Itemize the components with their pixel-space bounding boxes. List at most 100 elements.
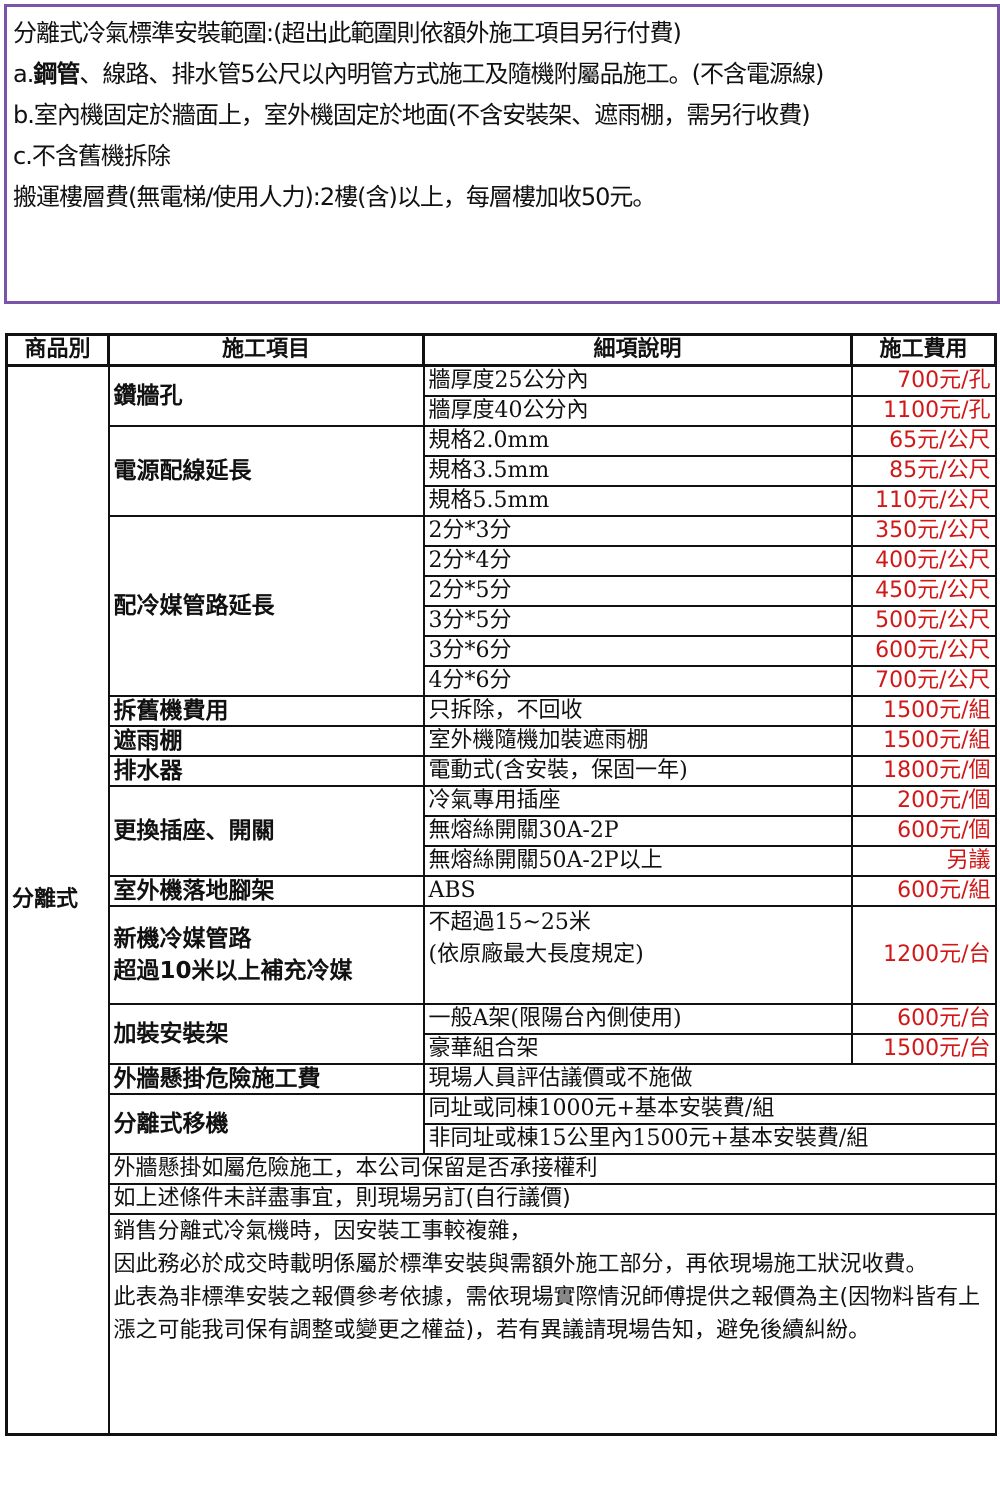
table-row: 電源配線延長 規格2.0mm 65元/公尺 [7, 425, 997, 517]
table-row: 2分*4分 400元/公尺 [7, 545, 997, 577]
note: 外牆懸掛如屬危險施工，本公司保留是否承接權利 [107, 1153, 997, 1185]
price: 350元/公尺 [850, 515, 997, 547]
item-name: 外牆懸掛危險施工費 [107, 1063, 425, 1095]
price: 600元/組 [850, 875, 997, 907]
table-row: 豪華組合架 1500元/台 [7, 1033, 997, 1065]
price: 450元/公尺 [850, 575, 997, 607]
scope-title: 分離式冷氣標準安裝範圍:(超出此範圍則依額外施工項目另行付費) [13, 19, 682, 47]
table-row: 新機冷媒管路 超過10米以上補充冷媒 不超過15~25米 (依原廠最大長度規定) 1… [7, 905, 997, 1005]
detail: 牆厚度25公分內 [422, 364, 853, 397]
item-name: 遮雨棚 [107, 725, 425, 757]
price: 200元/個 [850, 785, 997, 817]
table-row: 外牆懸掛危險施工費 現場人員評估議價或不施做 [7, 1063, 997, 1095]
table-row: 規格5.5mm 110元/公尺 [7, 485, 997, 517]
standard-install-scope: 分離式冷氣標準安裝範圍:(超出此範圍則依額外施工項目另行付費) a.鋼管、線路、… [4, 4, 1000, 304]
detail: 豪華組合架 [422, 1033, 853, 1065]
detail: 電動式(含安裝，保固一年) [422, 755, 853, 787]
detail: 冷氣專用插座 [422, 785, 853, 817]
detail: 室外機隨機加裝遮雨棚 [422, 725, 853, 757]
table-row: 更換插座、開關 冷氣專用插座 200元/個 [7, 785, 997, 877]
scope-item-c: c.不含舊機拆除 [13, 142, 171, 170]
detail: 2分*3分 [422, 515, 853, 547]
price: 600元/公尺 [850, 635, 997, 667]
item-name: 電源配線延長 [107, 425, 425, 517]
item-name: 排水器 [107, 755, 425, 787]
price: 1200元/台 [850, 905, 997, 1005]
price: 700元/公尺 [850, 665, 997, 697]
detail: ABS [422, 875, 853, 907]
price: 600元/個 [850, 815, 997, 847]
price: 110元/公尺 [850, 485, 997, 517]
price: 600元/台 [850, 1003, 997, 1035]
detail: 無熔絲開關30A-2P [422, 815, 853, 847]
table-row: 拆舊機費用 只拆除，不回收 1500元/組 [7, 695, 997, 727]
note: 銷售分離式冷氣機時，因安裝工事較複雜， 因此務必於成交時載明係屬於標準安裝與需額… [107, 1213, 997, 1436]
price: 1500元/組 [850, 725, 997, 757]
detail: 非同址或棟15公里內1500元+基本安裝費/組 [422, 1123, 997, 1155]
table-row: 非同址或棟15公里內1500元+基本安裝費/組 [7, 1123, 997, 1155]
detail: 3分*6分 [422, 635, 853, 667]
floor-fee: 搬運樓層費(無電梯/使用人力):2樓(含)以上，每層樓加收50元。 [13, 183, 656, 211]
table-row: 分離式 鑽牆孔 牆厚度25公分內 700元/孔 [5, 364, 997, 1436]
detail: 現場人員評估議價或不施做 [422, 1063, 997, 1095]
price: 1500元/台 [850, 1033, 997, 1065]
price: 85元/公尺 [850, 455, 997, 487]
item-name: 新機冷媒管路 超過10米以上補充冷媒 [107, 905, 425, 1005]
item-name: 分離式移機 [107, 1093, 425, 1155]
table-row: 加裝安裝架 一般A架(限陽台內側使用) 600元/台 [7, 1003, 997, 1065]
detail: 規格3.5mm [422, 455, 853, 487]
column-header: 細項說明 [422, 333, 853, 367]
table-row: 排水器 電動式(含安裝，保固一年) 1800元/個 [7, 755, 997, 787]
price: 1500元/組 [850, 695, 997, 727]
price: 700元/孔 [850, 364, 997, 397]
detail: 規格2.0mm [422, 425, 853, 457]
table-row: 無熔絲開關50A-2P以上 另議 [7, 845, 997, 877]
price: 1100元/孔 [850, 395, 997, 427]
note-row: 如上述條件未詳盡事宜，則現場另訂(自行議價) [7, 1183, 997, 1215]
table-row: 4分*6分 700元/公尺 [7, 665, 997, 697]
detail: 一般A架(限陽台內側使用) [422, 1003, 853, 1035]
detail: 2分*5分 [422, 575, 853, 607]
note-row: 外牆懸掛如屬危險施工，本公司保留是否承接權利 [7, 1153, 997, 1185]
header-row: 商品別 施工項目 細項說明 施工費用 [5, 333, 997, 367]
table-row: 無熔絲開關30A-2P 600元/個 [7, 815, 997, 847]
column-header: 施工費用 [850, 333, 997, 367]
scope-item-b: b.室內機固定於牆面上，室外機固定於地面(不含安裝架、遮雨棚，需另行收費) [13, 101, 811, 129]
table-row: 2分*5分 450元/公尺 [7, 575, 997, 607]
note: 如上述條件未詳盡事宜，則現場另訂(自行議價) [107, 1183, 997, 1215]
detail: 無熔絲開關50A-2P以上 [422, 845, 853, 877]
detail: 4分*6分 [422, 665, 853, 697]
table-row: 分離式移機 同址或同棟1000元+基本安裝費/組 [7, 1093, 997, 1155]
item-name: 加裝安裝架 [107, 1003, 425, 1065]
table-row: 3分*5分 500元/公尺 [7, 605, 997, 637]
item-name: 鑽牆孔 [107, 364, 425, 427]
table-row: 牆厚度40公分內 1100元/孔 [7, 395, 997, 427]
table-row: 3分*6分 600元/公尺 [7, 635, 997, 667]
detail: 同址或同棟1000元+基本安裝費/組 [422, 1093, 997, 1125]
detail: 不超過15~25米 (依原廠最大長度規定) [422, 905, 853, 1005]
price: 65元/公尺 [850, 425, 997, 457]
note-row: 銷售分離式冷氣機時，因安裝工事較複雜， 因此務必於成交時載明係屬於標準安裝與需額… [7, 1213, 997, 1436]
price: 另議 [850, 845, 997, 877]
table-row: 配冷媒管路延長 2分*3分 350元/公尺 [7, 515, 997, 697]
table-row: 規格3.5mm 85元/公尺 [7, 455, 997, 487]
price: 500元/公尺 [850, 605, 997, 637]
item-name: 拆舊機費用 [107, 695, 425, 727]
item-name: 室外機落地腳架 [107, 875, 425, 907]
item-name: 更換插座、開關 [107, 785, 425, 877]
detail: 3分*5分 [422, 605, 853, 637]
item-name: 配冷媒管路延長 [107, 515, 425, 697]
table-row: 室外機落地腳架 ABS 600元/組 [7, 875, 997, 907]
scope-item-a: a.鋼管、線路、排水管5公尺以內明管方式施工及隨機附屬品施工。(不含電源線) [13, 60, 824, 88]
fee-table: 商品別 施工項目 細項說明 施工費用 分離式 鑽牆孔 牆厚度25公分內 700元/孔 牆厚度40… [5, 333, 997, 1436]
detail: 2分*4分 [422, 545, 853, 577]
product-category: 分離式 [5, 364, 110, 1436]
detail: 只拆除，不回收 [422, 695, 853, 727]
price: 400元/公尺 [850, 545, 997, 577]
table-row: 遮雨棚 室外機隨機加裝遮雨棚 1500元/組 [7, 725, 997, 757]
column-header: 商品別 [5, 333, 110, 367]
detail: 規格5.5mm [422, 485, 853, 517]
detail: 牆厚度40公分內 [422, 395, 853, 427]
price: 1800元/個 [850, 755, 997, 787]
column-header: 施工項目 [107, 333, 425, 367]
